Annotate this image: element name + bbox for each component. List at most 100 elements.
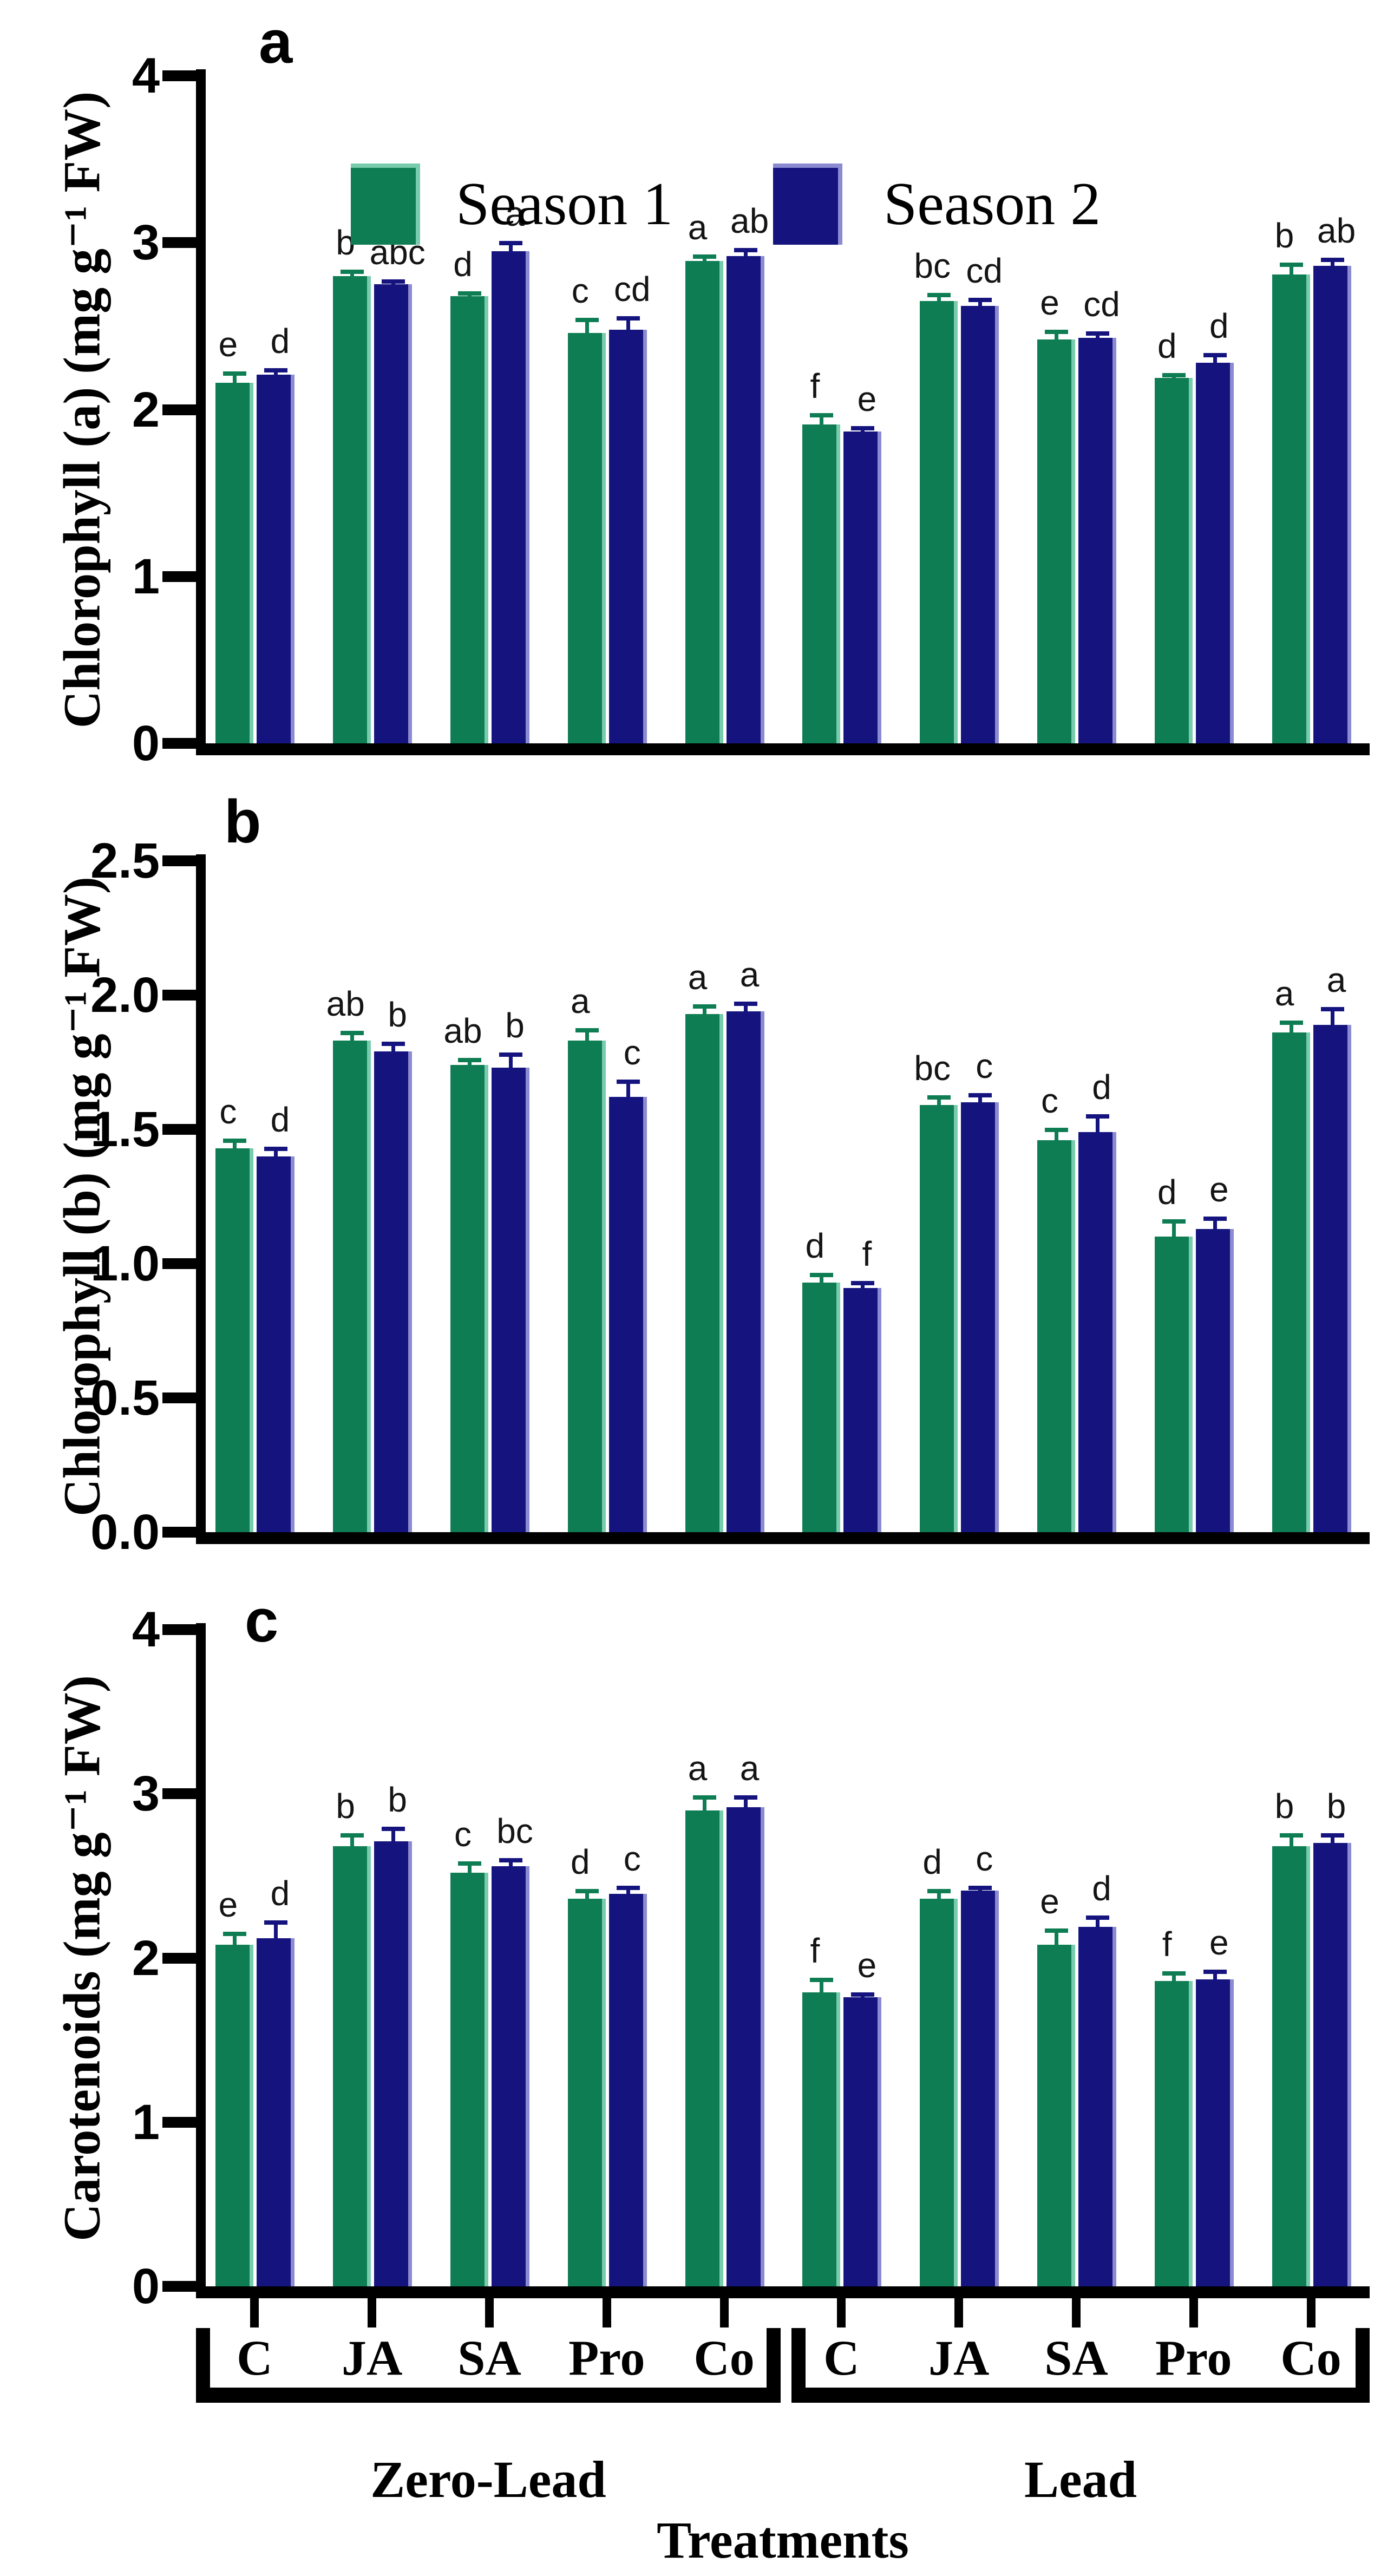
y-axis-line	[196, 854, 206, 1544]
significance-letter: c	[219, 1091, 237, 1131]
significance-letter: d	[1209, 306, 1229, 345]
error-bar-stem	[1213, 1971, 1217, 1980]
error-bar-stem	[468, 1862, 472, 1874]
error-bar-cap	[1203, 352, 1227, 357]
significance-letter: d	[1157, 326, 1177, 365]
significance-letter: e	[1040, 1881, 1059, 1921]
significance-letter: ab	[443, 1011, 482, 1051]
bar-season2-SA	[492, 1067, 529, 1532]
error-bar-stem	[820, 1274, 824, 1284]
error-bar-cap	[927, 292, 951, 297]
error-bar-stem	[743, 1003, 748, 1012]
treatment-label-SA: SA	[457, 2330, 521, 2385]
error-bar-stem	[274, 369, 278, 376]
x-tick-mark	[485, 2298, 494, 2327]
significance-letter: b	[505, 1006, 525, 1045]
error-bar-cap	[851, 1992, 875, 1997]
error-bar-stem	[1213, 1218, 1217, 1230]
error-bar-cap	[692, 1004, 716, 1009]
panel-letter-c: c	[245, 1587, 279, 1655]
error-bar-stem	[820, 1979, 824, 1994]
y-tick-mark	[162, 1952, 196, 1964]
y-axis-line	[196, 69, 206, 755]
bar-season2-Pro	[1195, 1228, 1234, 1532]
error-bar-stem	[1330, 1008, 1334, 1026]
y-tick-mark	[162, 2281, 196, 2292]
error-bar-stem	[702, 256, 706, 263]
error-bar-stem	[626, 1081, 630, 1099]
y-tick-label: 2.5	[90, 833, 160, 888]
error-bar-stem	[1055, 331, 1058, 341]
bar-season2-JA	[374, 1051, 413, 1532]
y-tick-label: 2.0	[90, 967, 160, 1023]
significance-letter: d	[453, 244, 473, 284]
error-bar-cap	[851, 426, 875, 431]
significance-letter: a	[739, 954, 760, 994]
bar-season1-Pro	[567, 1041, 606, 1532]
significance-letter: c	[1041, 1081, 1058, 1120]
error-bar-stem	[702, 1005, 706, 1015]
x-baseline	[196, 743, 1370, 755]
significance-letter: a	[688, 1749, 708, 1788]
bar-season2-SA	[1078, 337, 1116, 743]
y-tick-mark	[162, 2116, 196, 2128]
significance-letter: e	[1209, 1169, 1229, 1209]
significance-letter: f	[1162, 1924, 1172, 1964]
error-bar-cap	[968, 298, 992, 303]
error-bar-cap	[927, 1095, 951, 1100]
bar-season1-Co	[685, 261, 723, 743]
error-bar-stem	[350, 1032, 355, 1042]
bar-season2-JA	[374, 284, 413, 743]
y-tick-label: 0.0	[90, 1505, 160, 1560]
error-bar-stem	[861, 1994, 865, 1999]
error-bar-cap	[968, 1093, 992, 1097]
significance-letter: b	[1326, 1787, 1346, 1826]
bar-season1-Pro	[1154, 377, 1193, 743]
error-bar-stem	[1096, 1116, 1100, 1133]
error-bar-stem	[626, 1887, 630, 1895]
y-tick-label: 2	[132, 382, 160, 437]
bar-season1-Pro	[1154, 1980, 1193, 2286]
group-bracket-lead	[791, 2328, 1370, 2403]
y-tick-mark	[162, 404, 196, 415]
significance-letter: a	[739, 1749, 760, 1788]
error-bar-cap	[264, 368, 288, 372]
x-tick-mark	[1072, 2298, 1081, 2327]
error-bar-stem	[233, 372, 237, 384]
error-bar-stem	[233, 1933, 237, 1946]
legend-swatch-season2-icon	[773, 164, 842, 245]
x-tick-mark	[1306, 2298, 1316, 2327]
bar-season1-JA	[333, 276, 371, 743]
error-bar-cap	[1320, 258, 1344, 263]
error-bar-cap	[223, 371, 247, 376]
bar-season2-C	[257, 1938, 295, 2286]
error-bar-cap	[692, 254, 716, 259]
error-bar-cap	[1203, 1969, 1227, 1974]
group-bracket-zero-lead	[196, 2328, 781, 2403]
x-axis-title: Treatments	[657, 2511, 909, 2569]
bar-season2-Pro	[608, 1097, 647, 1532]
error-bar-cap	[458, 1861, 481, 1866]
error-bar-stem	[937, 1891, 941, 1900]
error-bar-cap	[1320, 1833, 1344, 1838]
significance-letter: c	[623, 1032, 641, 1072]
bar-season1-SA	[450, 1872, 488, 2286]
y-tick-mark	[162, 1124, 196, 1135]
y-tick-label: 3	[132, 215, 160, 271]
error-bar-stem	[1289, 1835, 1293, 1848]
error-bar-cap	[1086, 1915, 1109, 1920]
error-bar-stem	[820, 414, 824, 426]
bar-season2-Co	[1313, 266, 1351, 743]
bar-season2-SA	[1078, 1132, 1116, 1532]
y-tick-mark	[162, 738, 196, 749]
y-tick-label: 4	[132, 1602, 160, 1657]
bar-season1-Co	[1272, 1032, 1310, 1532]
error-bar-cap	[382, 1042, 405, 1047]
bar-season2-C	[257, 374, 295, 743]
error-bar-cap	[575, 1889, 599, 1894]
error-bar-cap	[341, 1031, 364, 1036]
significance-letter: c	[571, 271, 589, 311]
bar-season2-C	[843, 431, 882, 743]
